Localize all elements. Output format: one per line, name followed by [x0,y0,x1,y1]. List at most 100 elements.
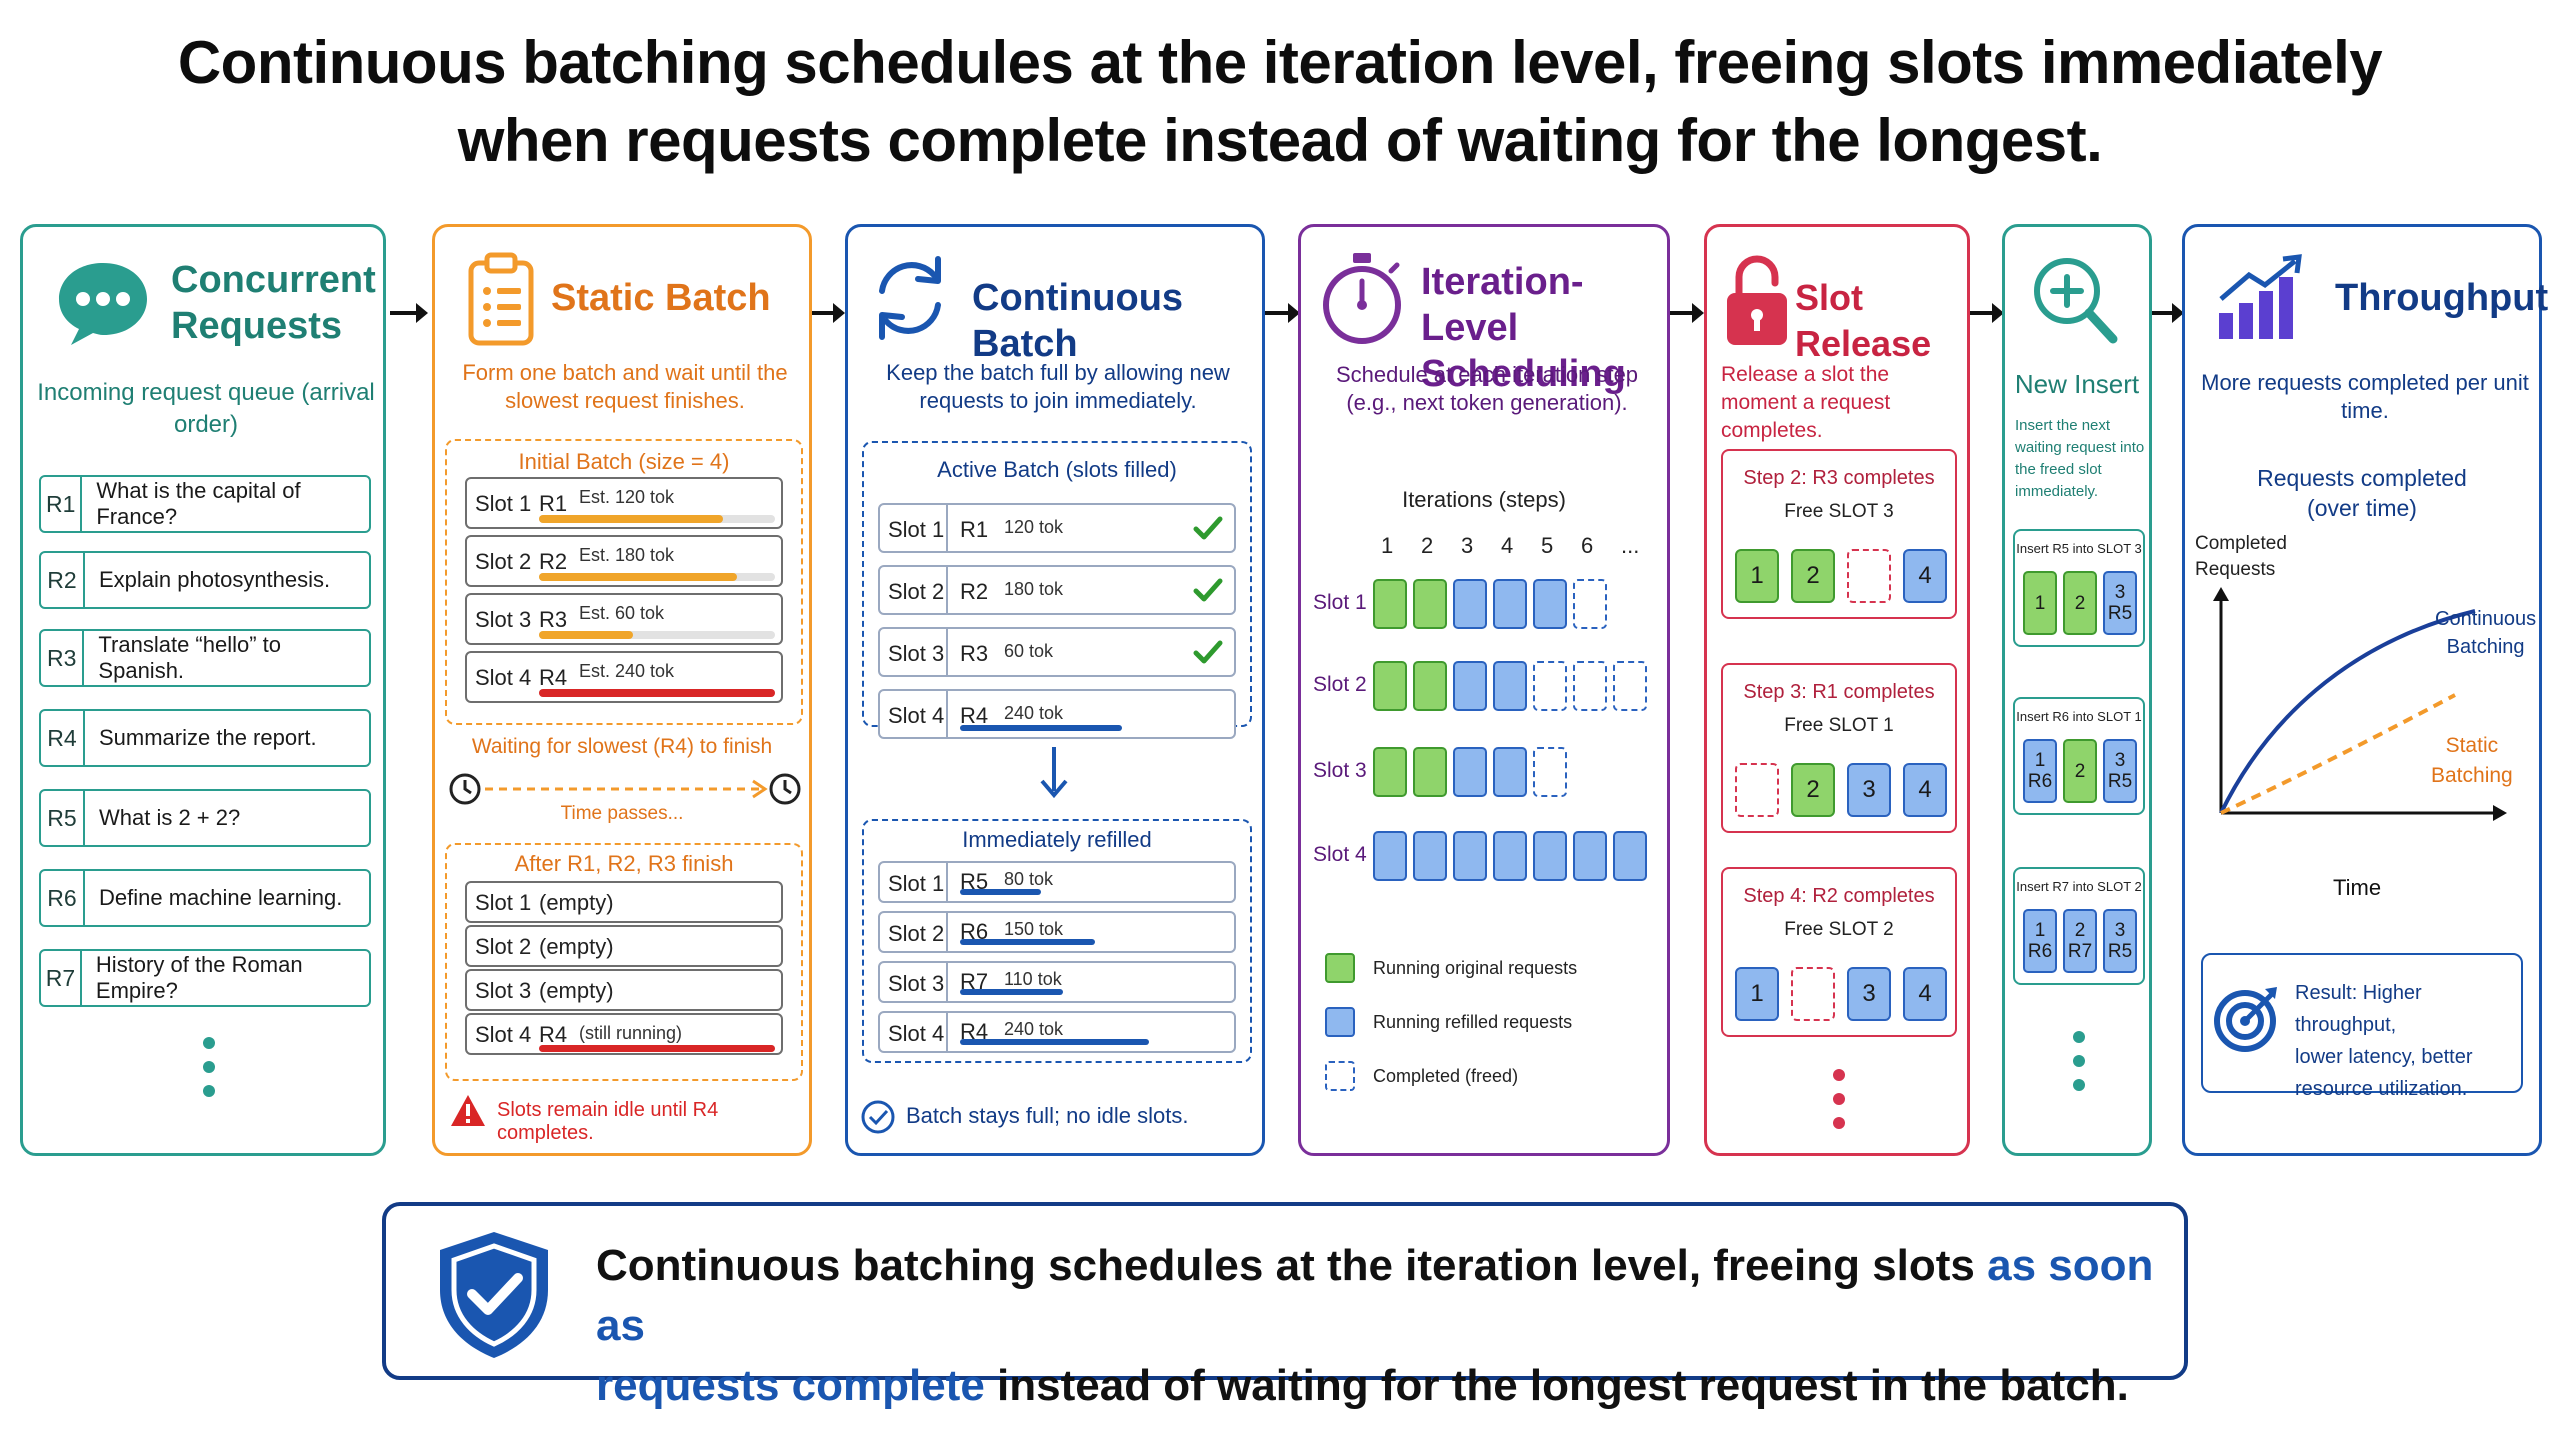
insert-step: Insert R5 into SLOT 3 1 2 3 R5 [2013,529,2145,647]
request-id: R4 [41,711,85,765]
slot-divider [946,567,948,613]
free-slot-label: Free SLOT 1 [1784,715,1894,736]
insert-title: Insert R5 into SLOT 3 [2016,541,2142,556]
summary-banner: Continuous batching schedules at the ite… [382,1202,2188,1410]
iteration-cell [1453,747,1487,797]
iteration-cell [1573,579,1607,629]
batch-slot: Slot 3 R3 60 tok [878,627,1236,677]
summary-highlight-1: as soon as [596,1241,2154,1350]
request-item: R4 Summarize the report. [39,709,371,767]
slot-request: R1 [960,517,989,542]
slot-cell [1735,763,1779,817]
slot-cell: 3 [1847,967,1891,1021]
slot-release-panel: Slot Release Release a slot the moment a… [1704,224,1970,1156]
check-icon [1192,513,1224,549]
iteration-cell [1533,579,1567,629]
slot-number: 3 [2114,750,2126,771]
chart-title-line-2: (over time) [2307,495,2417,521]
legend-label: Completed (freed) [1373,1065,1519,1086]
throughput-chart [2213,587,2507,821]
request-item: R2 Explain photosynthesis. [39,551,371,609]
iteration-cell [1413,831,1447,881]
more-dots [2073,1031,2085,1091]
panel-title: Concurrent Requests [171,259,376,347]
iteration-cell [1373,579,1407,629]
panel-title: Slot Release [1795,277,1932,364]
flow-arrow-icon [390,303,428,323]
down-arrow-icon [1040,747,1068,799]
insert-title: Insert R7 into SLOT 2 [2016,879,2142,894]
slot-number: 2 [2074,760,2086,782]
slot-divider [946,1013,948,1051]
iteration-cell [1613,661,1647,711]
slot-estimate: Est. 120 tok [579,487,675,507]
iteration-cell [1413,747,1447,797]
check-icon [1192,637,1224,673]
throughput-panel: Throughput More requests completed per u… [2182,224,2548,1156]
headline: Continuous batching schedules at the ite… [0,24,2560,180]
request-item: R1 What is the capital of France? [39,475,371,533]
slot-cell [1847,549,1891,603]
slot-label: Slot 3 [888,971,945,996]
legend-static-2: Batching [2431,764,2513,787]
continuous-batching-line [2219,609,2476,814]
legend-item: Running original requests [1325,953,1577,983]
batch-slot: Slot 2 R2 Est. 180 tok [465,535,783,587]
iteration-cell [1533,747,1567,797]
static-series-label: Static Batching [2431,731,2513,791]
panel-subtitle: Insert the next waiting request into the… [2015,417,2145,500]
request-id: R1 [41,477,83,531]
summary-part-1: Continuous batching schedules at the ite… [596,1241,1988,1290]
progress-fill [539,573,738,581]
target-icon [2214,987,2277,1052]
iteration-cell [1493,579,1527,629]
batch-full-text: Batch stays full; no idle slots. [906,1103,1189,1128]
slot-tokens: 240 tok [1004,703,1064,723]
panel-subtitle: Incoming request queue (arrival order) [37,379,375,438]
request-text: Define machine learning. [99,885,343,910]
flow-arrow-icon [1966,303,2004,323]
panel-title: Iteration-Level Scheduling [1421,261,1626,395]
batch-slot: Slot 2 (empty) [465,925,783,967]
steps-label: Iterations (steps) [1402,487,1566,512]
iteration-cell [1373,661,1407,711]
check-circle-icon [861,1100,895,1134]
batch-slot: Slot 2 R6 150 tok [878,911,1236,953]
panel-subtitle: Form one batch and wait until the slowes… [462,360,788,413]
iteration-cell [1493,831,1527,881]
slot-estimate: Est. 60 tok [579,603,665,623]
panel-subtitle: Schedule at each iteration step (e.g., n… [1335,362,1639,415]
request-text: Translate “hello” to Spanish. [98,632,282,683]
slot-cell: 1 [2023,571,2057,635]
iteration-cell [1533,831,1567,881]
iteration-cell [1573,661,1607,711]
batch-slot: Slot 1 R5 80 tok [878,861,1236,903]
more-dots [203,1037,215,1097]
batch-slot: Slot 1 R1 Est. 120 tok [465,477,783,529]
headline-line-2: when requests complete instead of waitin… [457,107,2103,174]
progress-fill [960,1039,1149,1045]
stopwatch-icon [1323,253,1401,344]
slot-status: (still running) [579,1023,683,1043]
warning-text: Slots remain idle until R4 completes. [497,1099,719,1144]
panel-title: Throughput [2335,277,2549,319]
slot-tokens: 110 tok [1004,969,1062,989]
slot-divider [946,629,948,675]
summary-text: Continuous batching schedules at the ite… [596,1236,2156,1416]
slot-label: Slot 1 [888,517,945,542]
step-number: 3 [1461,533,1474,558]
batch-slot: Slot 3 R3 Est. 60 tok [465,593,783,645]
result-line-3: resource utilization. [2295,1078,2468,1100]
slot-cell: 4 [1903,763,1947,817]
legend-item: Completed (freed) [1325,1061,1518,1091]
row-label: Slot 4 [1313,843,1367,866]
step-number: 2 [1421,533,1434,558]
slot-tokens: 240 tok [1004,1019,1064,1039]
batch-slot: Slot 4 R4 Est. 240 tok [465,651,783,703]
slot-cell: 2 [2063,571,2097,635]
progress-fill [539,1045,775,1052]
y-axis-label-line-2: Requests [2195,559,2276,580]
step-title: Step 3: R1 completes [1743,681,1935,703]
slot-request: R5 [2107,941,2133,962]
iteration-scheduling-panel: Iteration-Level Scheduling Schedule at e… [1298,224,1670,1156]
